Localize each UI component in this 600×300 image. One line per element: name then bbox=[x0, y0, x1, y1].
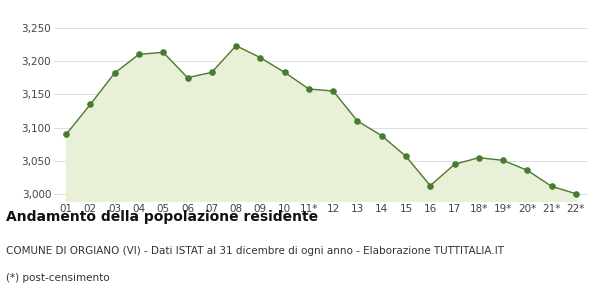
Point bbox=[231, 43, 241, 48]
Point bbox=[280, 70, 289, 75]
Point bbox=[134, 52, 144, 57]
Point bbox=[523, 168, 532, 173]
Point bbox=[498, 158, 508, 163]
Point bbox=[86, 102, 95, 107]
Point bbox=[207, 70, 217, 75]
Point bbox=[353, 118, 362, 123]
Point bbox=[547, 184, 556, 189]
Point bbox=[61, 132, 71, 137]
Point bbox=[110, 70, 119, 75]
Text: Andamento della popolazione residente: Andamento della popolazione residente bbox=[6, 210, 318, 224]
Point bbox=[328, 88, 338, 93]
Point bbox=[450, 162, 460, 167]
Point bbox=[182, 75, 192, 80]
Point bbox=[158, 50, 168, 55]
Text: COMUNE DI ORGIANO (VI) - Dati ISTAT al 31 dicembre di ogni anno - Elaborazione T: COMUNE DI ORGIANO (VI) - Dati ISTAT al 3… bbox=[6, 246, 504, 256]
Point bbox=[425, 183, 435, 188]
Point bbox=[401, 154, 411, 159]
Point bbox=[474, 155, 484, 160]
Point bbox=[304, 87, 314, 92]
Point bbox=[256, 55, 265, 60]
Point bbox=[377, 133, 386, 138]
Point bbox=[571, 191, 581, 196]
Text: (*) post-censimento: (*) post-censimento bbox=[6, 273, 110, 283]
